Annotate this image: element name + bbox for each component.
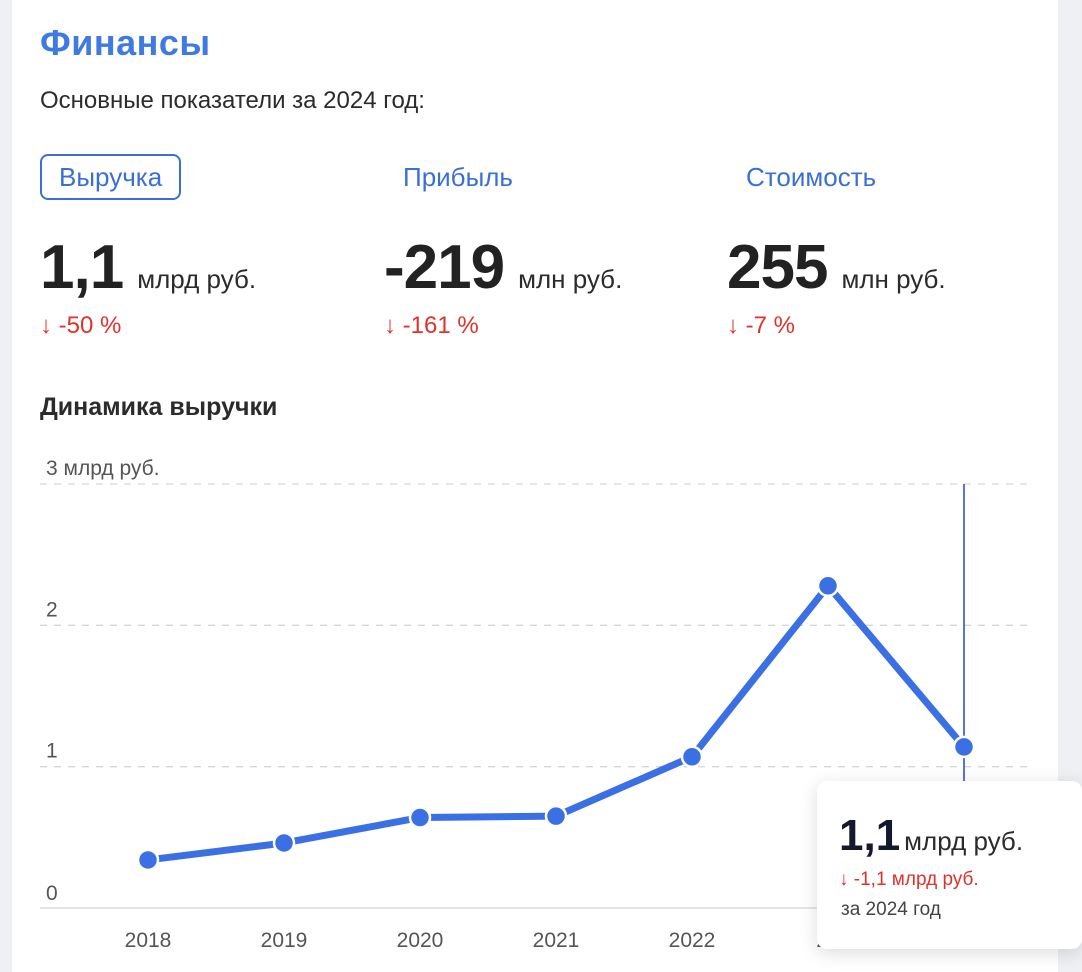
value-change: ↓ -7 % [727,312,796,339]
y-tick-label: 1 [46,740,58,763]
tooltip-period: за 2024 год [841,899,941,920]
revenue-value: 1,1 [40,233,124,302]
value-value: 255 [727,233,828,302]
metric-value: Стоимость 255 млн руб. ↓ -7 % [727,154,946,339]
tab-value[interactable]: Стоимость [746,162,877,192]
x-tick-label: 2018 [125,929,172,952]
metric-profit: Прибыль -219 млн руб. ↓ -161 % [384,154,622,339]
profit-value: -219 [384,233,505,302]
tab-revenue[interactable]: Выручка [40,154,182,200]
data-point [136,848,160,872]
x-tick-label: 2022 [669,929,716,952]
data-point [816,574,840,598]
tab-profit[interactable]: Прибыль [403,162,513,192]
x-tick-label: 2020 [397,929,444,952]
revenue-change: ↓ -50 % [40,312,122,339]
data-point [408,806,432,829]
tooltip-change: ↓ -1,1 млрд руб. [839,869,979,890]
chart-title: Динамика выручки [40,393,278,421]
revenue-unit: млрд руб. [137,264,257,294]
y-tick-label: 0 [46,882,58,905]
y-tick-label: 3 млрд руб. [46,457,160,480]
profit-unit: млн руб. [518,264,623,294]
y-tick-label: 2 [46,598,58,621]
chart-tooltip: 1,1 млрд руб. ↓ -1,1 млрд руб. за 2024 го… [817,781,1082,949]
data-point [952,735,976,759]
page-title: Финансы [40,22,211,63]
page-subtitle: Основные показатели за 2024 год: [40,87,425,114]
x-tick-label: 2019 [261,929,308,952]
data-point [680,745,704,769]
profit-change: ↓ -161 % [384,312,479,339]
data-point [544,804,568,828]
tooltip-unit: млрд руб. [904,826,1024,856]
data-point [272,831,296,855]
metric-revenue: Выручка 1,1 млрд руб. ↓ -50 % [40,154,256,339]
x-tick-label: 2021 [533,929,580,952]
value-unit: млн руб. [841,264,946,294]
tooltip-value: 1,1 [839,811,901,860]
